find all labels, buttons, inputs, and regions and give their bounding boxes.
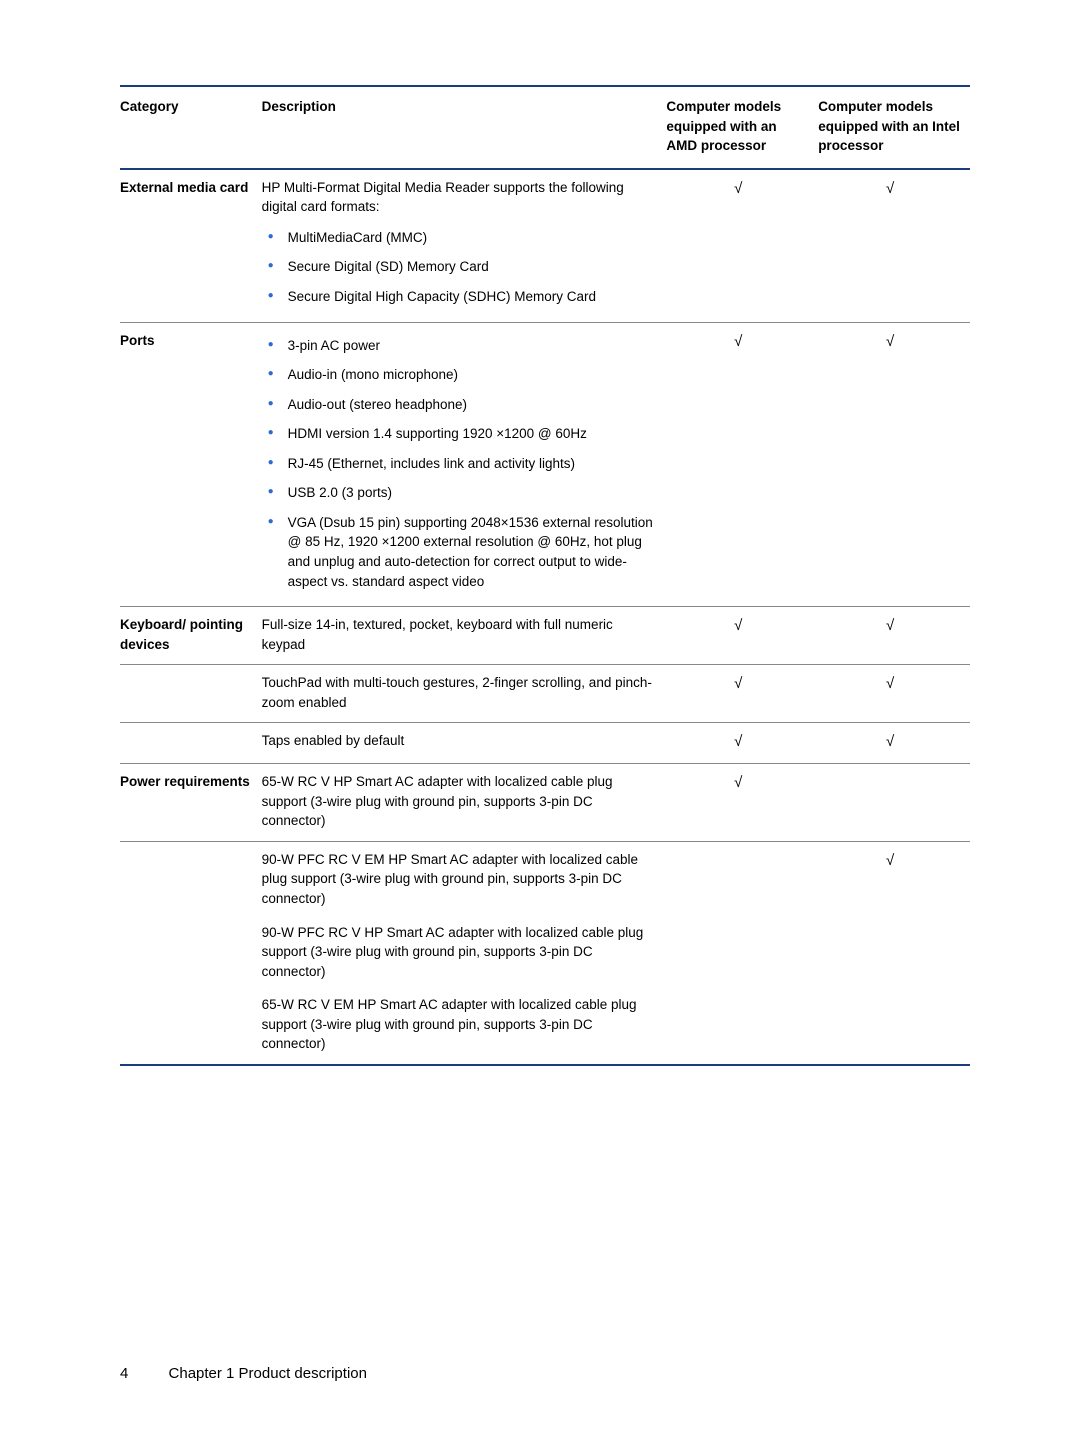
table-header-row: Category Description Computer models equ…: [120, 86, 970, 169]
ports-intel: √: [818, 322, 970, 607]
pw-intel-1: [818, 764, 970, 842]
cat-power: Power requirements: [120, 764, 262, 842]
kb-amd-3: √: [666, 723, 818, 764]
pw-intel-2: √: [818, 841, 970, 1065]
ports-list: 3-pin AC power Audio-in (mono microphone…: [262, 331, 659, 597]
row-power-2: 90-W PFC RC V EM HP Smart AC adapter wit…: [120, 841, 970, 1065]
desc-ports: 3-pin AC power Audio-in (mono microphone…: [262, 322, 667, 607]
list-item: Secure Digital (SD) Memory Card: [262, 252, 659, 282]
kb-desc-1: Full-size 14-in, textured, pocket, keybo…: [262, 607, 667, 665]
page: Category Description Computer models equ…: [0, 0, 1080, 1437]
desc-external-media: HP Multi-Format Digital Media Reader sup…: [262, 169, 667, 322]
list-item: VGA (Dsub 15 pin) supporting 2048×1536 e…: [262, 508, 659, 596]
cat-ports: Ports: [120, 322, 262, 607]
list-item: Audio-out (stereo headphone): [262, 390, 659, 420]
list-item: 3-pin AC power: [262, 331, 659, 361]
kb-desc-3: Taps enabled by default: [262, 723, 667, 764]
ports-amd: √: [666, 322, 818, 607]
row-power-1: Power requirements 65-W RC V HP Smart AC…: [120, 764, 970, 842]
pw-amd-2: [666, 841, 818, 1065]
hdr-intel: Computer models equipped with an Intel p…: [818, 86, 970, 169]
chapter-title: Chapter 1 Product description: [169, 1365, 367, 1382]
list-item: Secure Digital High Capacity (SDHC) Memo…: [262, 282, 659, 312]
page-number: 4: [120, 1365, 128, 1382]
ext-media-list: MultiMediaCard (MMC) Secure Digital (SD)…: [262, 223, 659, 312]
list-item: USB 2.0 (3 ports): [262, 478, 659, 508]
list-item: MultiMediaCard (MMC): [262, 223, 659, 253]
list-item: RJ-45 (Ethernet, includes link and activ…: [262, 449, 659, 479]
cat-external-media: External media card: [120, 169, 262, 322]
kb-amd-1: √: [666, 607, 818, 665]
list-item: Audio-in (mono microphone): [262, 360, 659, 390]
kb-intel-2: √: [818, 665, 970, 723]
ext-media-intro: HP Multi-Format Digital Media Reader sup…: [262, 178, 659, 217]
row-external-media: External media card HP Multi-Format Digi…: [120, 169, 970, 322]
ext-media-amd: √: [666, 169, 818, 322]
row-ports: Ports 3-pin AC power Audio-in (mono micr…: [120, 322, 970, 607]
empty-cell: [120, 723, 262, 764]
row-keyboard-1: Keyboard/ pointing devices Full-size 14-…: [120, 607, 970, 665]
pw-desc-1: 65-W RC V HP Smart AC adapter with local…: [262, 764, 667, 842]
row-keyboard-3: Taps enabled by default √ √: [120, 723, 970, 764]
hdr-category: Category: [120, 86, 262, 169]
cat-keyboard: Keyboard/ pointing devices: [120, 607, 262, 665]
hdr-amd: Computer models equipped with an AMD pro…: [666, 86, 818, 169]
ext-media-intel: √: [818, 169, 970, 322]
pw-para-1: 90-W PFC RC V EM HP Smart AC adapter wit…: [262, 850, 659, 909]
empty-cell: [120, 665, 262, 723]
kb-intel-1: √: [818, 607, 970, 665]
spec-table: Category Description Computer models equ…: [120, 85, 970, 1066]
kb-amd-2: √: [666, 665, 818, 723]
kb-intel-3: √: [818, 723, 970, 764]
list-item: HDMI version 1.4 supporting 1920 ×1200 @…: [262, 419, 659, 449]
row-keyboard-2: TouchPad with multi-touch gestures, 2-fi…: [120, 665, 970, 723]
pw-amd-1: √: [666, 764, 818, 842]
pw-para-3: 65-W RC V EM HP Smart AC adapter with lo…: [262, 995, 659, 1054]
hdr-description: Description: [262, 86, 667, 169]
pw-para-2: 90-W PFC RC V HP Smart AC adapter with l…: [262, 923, 659, 982]
kb-desc-2: TouchPad with multi-touch gestures, 2-fi…: [262, 665, 667, 723]
pw-desc-2: 90-W PFC RC V EM HP Smart AC adapter wit…: [262, 841, 667, 1065]
empty-cell: [120, 841, 262, 1065]
page-footer: 4 Chapter 1 Product description: [120, 1365, 367, 1382]
